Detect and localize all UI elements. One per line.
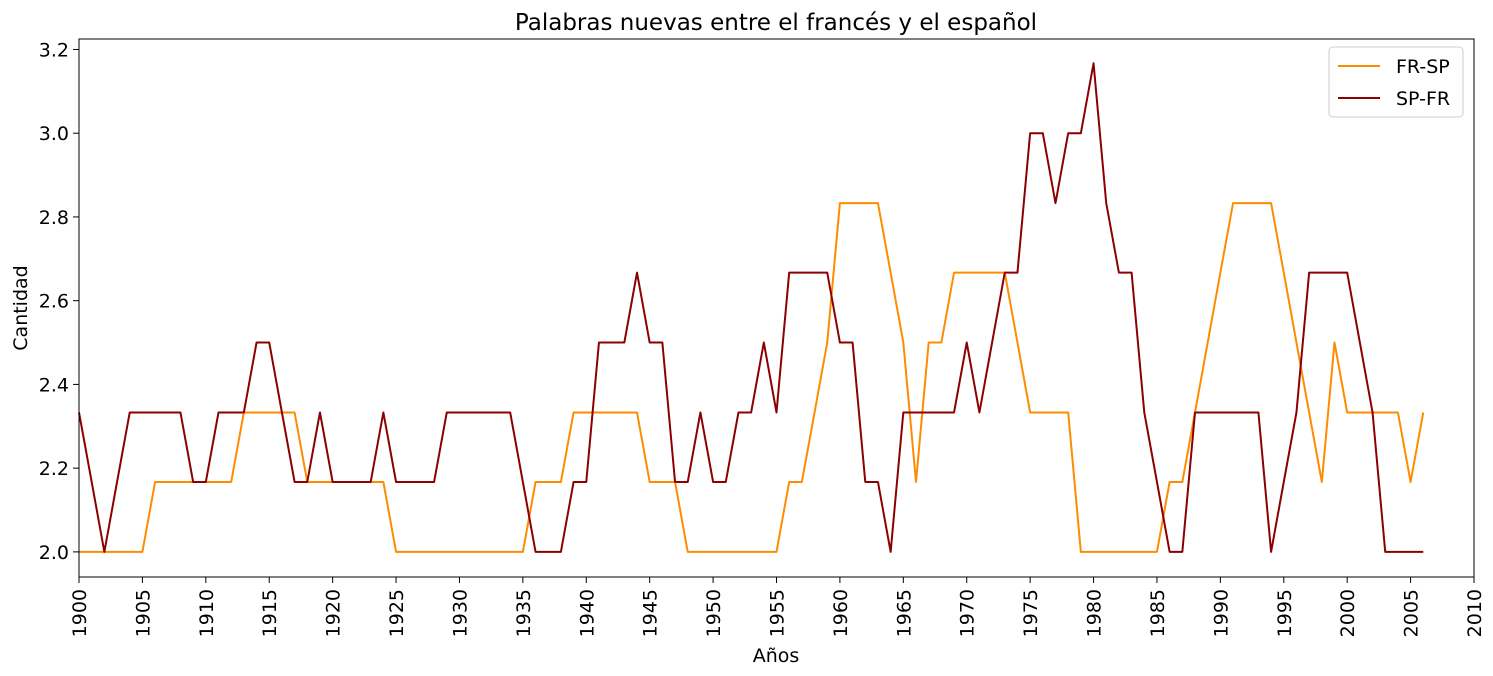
chart-title: Palabras nuevas entre el francés y el es…: [515, 10, 1037, 36]
series-line-sp-fr: [78, 62, 1424, 553]
x-tick-label: 1990: [1210, 589, 1232, 637]
series-layer: [78, 62, 1425, 553]
y-tick-label: 3.0: [39, 123, 69, 145]
x-tick-label: 1975: [1020, 589, 1042, 637]
x-tick-label: 1955: [767, 589, 789, 637]
x-tick-label: 1930: [449, 589, 471, 637]
legend-label-sp-fr: SP-FR: [1396, 88, 1450, 110]
y-tick-label: 2.2: [39, 458, 69, 480]
x-tick-label: 2010: [1464, 589, 1486, 637]
y-tick-label: 3.2: [39, 39, 69, 61]
x-tick-label: 1965: [893, 589, 915, 637]
x-tick-label: 1935: [513, 589, 535, 637]
y-tick-label: 2.4: [39, 374, 69, 396]
x-tick-label: 1910: [196, 589, 218, 637]
x-tick-label: 1995: [1274, 589, 1296, 637]
x-tick-label: 1970: [957, 589, 979, 637]
x-tick-label: 2005: [1401, 589, 1423, 637]
plot-frame: [78, 38, 1475, 578]
x-tick-label: 1900: [69, 589, 91, 637]
x-tick-label: 1960: [830, 589, 852, 637]
legend-label-fr-sp: FR-SP: [1396, 56, 1450, 78]
x-tick-label: 1940: [576, 589, 598, 637]
x-tick-label: 1925: [386, 589, 408, 637]
legend: FR-SP SP-FR: [1328, 46, 1464, 118]
y-tick-label: 2.6: [39, 291, 69, 313]
x-tick-label: 1950: [703, 589, 725, 637]
x-axis: 1900 1905 1910 1915 1920 1925 1930 1935 1940 1945…: [69, 577, 1486, 637]
y-tick-label: 2.8: [39, 207, 69, 229]
y-axis-title: Cantidad: [10, 265, 32, 350]
series-line-fr-sp: [79, 202, 1425, 553]
x-tick-label: 1905: [132, 589, 154, 637]
x-tick-label: 2000: [1337, 589, 1359, 637]
x-axis-title: Años: [753, 645, 800, 667]
y-axis: 2.0 2.2 2.4 2.6 2.8 3.0 3.2: [39, 39, 79, 564]
x-tick-label: 1915: [259, 589, 281, 637]
x-tick-label: 1985: [1147, 589, 1169, 637]
x-tick-label: 1980: [1084, 589, 1106, 637]
x-tick-label: 1945: [640, 589, 662, 637]
x-tick-label: 1920: [323, 589, 345, 637]
legend-box: [1328, 46, 1464, 118]
y-tick-label: 2.0: [39, 542, 69, 564]
